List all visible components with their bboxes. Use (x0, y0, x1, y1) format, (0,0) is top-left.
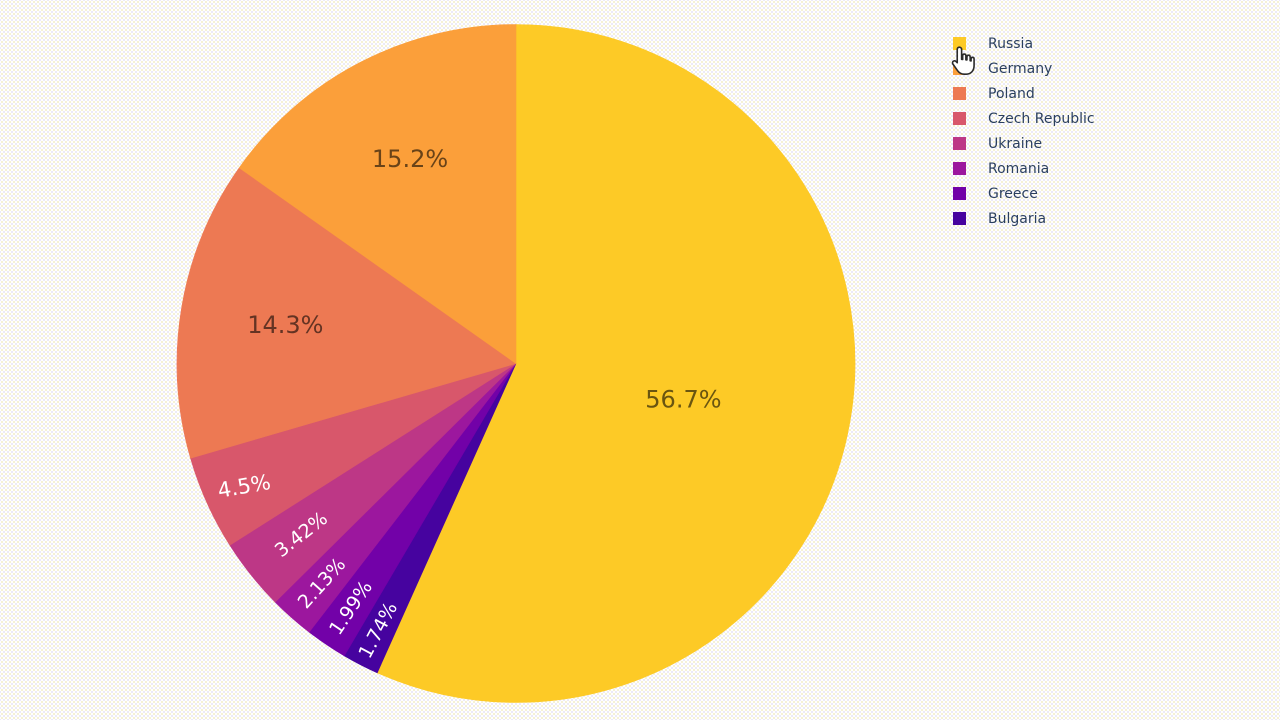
legend-item-romania[interactable]: Romania (953, 156, 1095, 181)
legend-item-germany[interactable]: Germany (953, 56, 1095, 81)
pie-slice-germany[interactable] (238, 24, 517, 365)
legend-swatch-bulgaria (953, 212, 966, 225)
legend-item-russia[interactable]: Russia (953, 31, 1095, 56)
legend-label: Bulgaria (988, 210, 1047, 227)
legend-item-poland[interactable]: Poland (953, 81, 1095, 106)
legend-item-czech-republic[interactable]: Czech Republic (953, 106, 1095, 131)
legend-swatch-greece (953, 187, 966, 200)
legend-label: Czech Republic (988, 110, 1095, 127)
legend-swatch-russia (953, 37, 966, 50)
legend-label: Germany (988, 60, 1053, 77)
legend-label: Russia (988, 35, 1034, 52)
legend-swatch-romania (953, 162, 966, 175)
legend-item-bulgaria[interactable]: Bulgaria (953, 206, 1095, 231)
legend-swatch-ukraine (953, 137, 966, 150)
legend-swatch-germany (953, 62, 966, 75)
legend-label: Romania (988, 160, 1050, 177)
legend-swatch-poland (953, 87, 966, 100)
legend-label: Greece (988, 185, 1038, 202)
pie-slice-russia[interactable] (376, 24, 856, 703)
legend-item-ukraine[interactable]: Ukraine (953, 131, 1095, 156)
legend-item-greece[interactable]: Greece (953, 181, 1095, 206)
legend-swatch-czech-republic (953, 112, 966, 125)
legend-label: Ukraine (988, 135, 1043, 152)
pie-slice-poland[interactable] (176, 167, 517, 459)
legend: Russia Germany Poland Czech Republic Ukraine… (953, 31, 1095, 231)
legend-label: Poland (988, 85, 1035, 102)
